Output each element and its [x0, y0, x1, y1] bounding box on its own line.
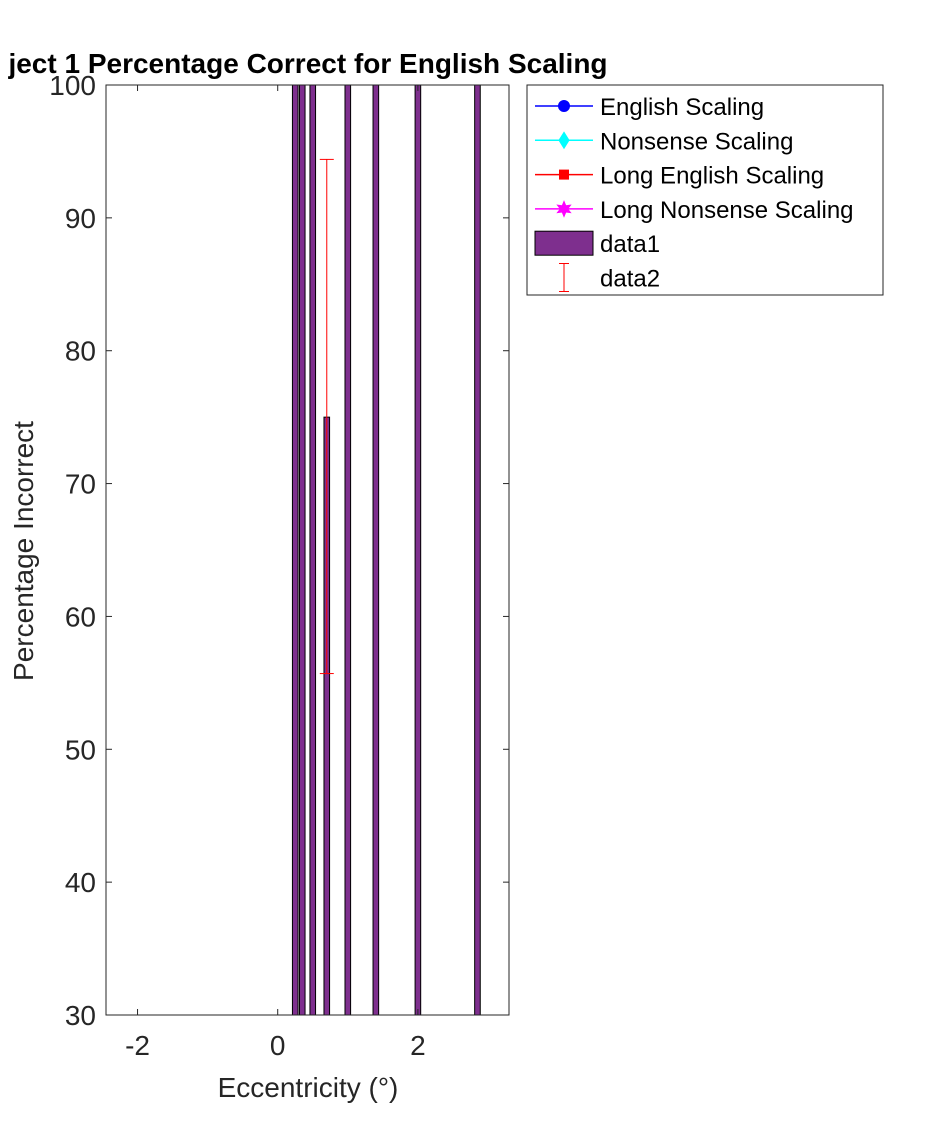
legend-label: English Scaling: [600, 94, 764, 121]
y-tick-label: 60: [65, 601, 96, 632]
legend-swatch-bar: [534, 230, 594, 256]
y-tick-label: 90: [65, 203, 96, 234]
y-tick-label: 30: [65, 1000, 96, 1031]
legend-item: English Scaling: [535, 94, 764, 121]
y-tick-label: 50: [65, 734, 96, 765]
bar: [474, 84, 481, 1016]
bar: [291, 84, 299, 1016]
y-tick-label: 100: [49, 70, 96, 101]
legend-item: data1: [534, 230, 660, 258]
legend-label: data1: [600, 231, 660, 258]
x-axis-ticks: -2 0 2: [125, 85, 426, 1061]
errorbar-layer: [319, 158, 334, 675]
legend-item: Long Nonsense Scaling: [535, 197, 854, 224]
y-tick-label: 70: [65, 469, 96, 500]
legend-marker-hexagram: [556, 200, 572, 218]
legend-marker-circle: [558, 100, 570, 112]
y-axis-ticks: 30 40 50 60 70 80 90 100: [49, 70, 509, 1031]
legend-box: [526, 84, 884, 296]
bar: [309, 84, 317, 1016]
legend-label: Long Nonsense Scaling: [600, 197, 854, 224]
bar: [344, 84, 352, 1016]
legend-marker-diamond: [558, 131, 570, 150]
bar: [372, 84, 380, 1016]
plot-area-frame: [105, 84, 510, 1016]
legend-items: English Scaling Nonsense Scaling Long Engl…: [534, 94, 854, 293]
y-tick-label: 40: [65, 867, 96, 898]
y-tick-label: 80: [65, 336, 96, 367]
bar: [298, 84, 306, 1016]
legend-item: Long English Scaling: [535, 163, 824, 190]
legend: English Scaling Nonsense Scaling Long Engl…: [526, 84, 884, 296]
legend-marker-square: [559, 169, 569, 180]
bar: [414, 84, 422, 1016]
x-axis-label: Eccentricity (°): [218, 1072, 399, 1103]
legend-label: Long English Scaling: [600, 163, 824, 190]
legend-item: Nonsense Scaling: [535, 128, 793, 155]
legend-item: data2: [559, 263, 660, 293]
legend-label: Nonsense Scaling: [600, 128, 793, 155]
x-tick-label: 2: [410, 1030, 426, 1061]
y-axis-label: Percentage Incorrect: [8, 421, 39, 681]
x-tick-label: -2: [125, 1030, 150, 1061]
legend-label: data2: [600, 266, 660, 293]
chart-title: ject 1 Percentage Correct for English Sc…: [7, 48, 607, 79]
x-tick-label: 0: [270, 1030, 286, 1061]
